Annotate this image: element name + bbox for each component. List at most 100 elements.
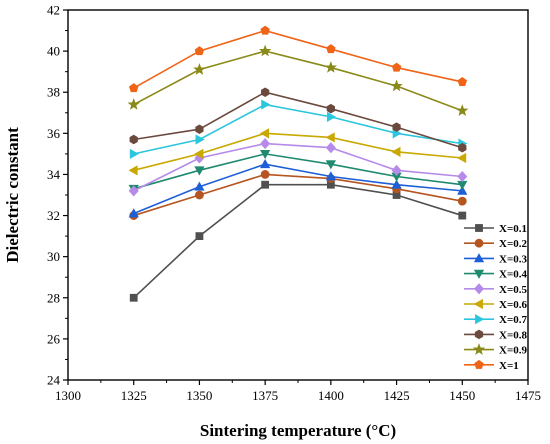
legend-marker	[472, 343, 486, 355]
legend-marker	[473, 283, 485, 295]
data-point	[392, 122, 401, 132]
legend-label: X=0.7	[499, 314, 527, 326]
x-tick-label: 1375	[252, 388, 278, 403]
legend-marker	[475, 314, 485, 325]
data-point	[261, 99, 271, 110]
legend-entry: X=0.4	[464, 269, 527, 281]
data-point	[325, 132, 335, 143]
data-point	[194, 148, 204, 160]
series-line	[133, 132, 463, 172]
data-point	[390, 79, 403, 92]
y-tick-label: 34	[47, 167, 61, 182]
x-tick-label: 1350	[186, 388, 212, 403]
legend-label: X=0.4	[499, 269, 527, 281]
series-x-0-4	[128, 149, 468, 195]
series-line	[133, 103, 463, 155]
legend-entry: X=0.6	[464, 298, 527, 311]
data-point	[326, 44, 336, 54]
data-point	[128, 208, 139, 218]
data-point	[391, 164, 402, 176]
legend-label: X=0.9	[499, 345, 527, 357]
series-line	[133, 183, 463, 299]
series-x-0-5	[128, 138, 468, 197]
legend-marker	[475, 224, 483, 232]
legend-entry: X=0.1	[464, 223, 527, 235]
legend-label: X=0.1	[499, 223, 527, 235]
series-line	[133, 91, 463, 149]
legend-marker	[474, 329, 484, 340]
data-point	[259, 128, 270, 139]
series-line	[133, 29, 463, 89]
legend-label: X=0.5	[499, 284, 527, 296]
data-point	[260, 170, 270, 179]
data-point	[195, 190, 204, 200]
data-point	[260, 138, 271, 150]
y-tick-label: 42	[47, 3, 60, 18]
x-tick-label: 1400	[318, 388, 344, 403]
data-point	[325, 171, 336, 181]
data-point	[325, 160, 336, 170]
data-point	[128, 185, 139, 197]
legend: X=0.1 X=0.2 X=0.3 X=0.4 X=0.5 X=0.6 X=0.7 X=0.8…	[464, 223, 527, 372]
data-point	[260, 158, 271, 169]
x-tick-label: 1450	[449, 388, 475, 403]
x-tick-label: 1475	[515, 388, 541, 403]
legend-label: X=0.6	[499, 299, 527, 311]
x-axis-title: Sintering temperature (°C)	[200, 421, 396, 440]
legend-entry: X=0.9	[464, 343, 527, 357]
data-point	[457, 152, 467, 164]
data-point	[194, 166, 205, 176]
plot-frame	[67, 9, 529, 381]
data-point	[458, 142, 467, 153]
data-point	[260, 25, 270, 35]
data-point	[261, 87, 270, 97]
data-point	[195, 232, 204, 241]
axes: 1300 1325 1350 1375 1400 1425 1450 1475 24 26 28 30…	[47, 3, 541, 404]
data-point	[458, 211, 467, 220]
series-line	[133, 142, 463, 192]
y-tick-label: 32	[47, 208, 60, 223]
data-point	[457, 170, 468, 183]
y-tick-label: 38	[47, 85, 60, 100]
data-point	[129, 148, 139, 160]
data-point	[259, 44, 272, 57]
data-point	[193, 63, 206, 75]
series-line	[133, 50, 463, 112]
data-point	[195, 134, 205, 145]
data-point	[129, 134, 138, 145]
data-point	[127, 98, 140, 110]
legend-entry: X=0.7	[464, 314, 527, 326]
data-point	[325, 142, 336, 154]
legend-label: X=1	[499, 360, 519, 372]
data-point	[194, 181, 205, 191]
x-tick-label: 1300	[55, 388, 81, 403]
series-x-0-9	[127, 44, 469, 116]
data-point	[195, 124, 204, 134]
y-axis-title: Dielectric constant	[3, 127, 22, 263]
legend-marker	[473, 269, 485, 279]
series-line	[133, 153, 463, 190]
legend-entry: X=1	[464, 360, 519, 372]
data-point	[391, 146, 401, 157]
x-tick-label: 1425	[384, 388, 410, 403]
y-tick-label: 36	[47, 126, 61, 141]
legend-entry: X=0.3	[464, 253, 527, 265]
series-x-0-3	[128, 158, 468, 218]
series-x-0-8	[129, 87, 467, 153]
series-line	[133, 163, 463, 215]
y-tick-label: 28	[47, 290, 60, 305]
plot-area	[127, 25, 469, 302]
series-x-0-6	[128, 128, 467, 176]
data-point	[324, 61, 337, 73]
legend-marker	[474, 238, 484, 248]
data-point	[457, 180, 468, 190]
legend-entry: X=0.5	[464, 283, 527, 296]
data-point	[128, 83, 139, 93]
legend-label: X=0.2	[499, 238, 527, 250]
data-point	[260, 149, 271, 160]
data-point	[456, 104, 469, 116]
legend-entry: X=0.8	[464, 329, 527, 341]
data-point	[457, 185, 468, 195]
legend-marker	[473, 298, 483, 310]
